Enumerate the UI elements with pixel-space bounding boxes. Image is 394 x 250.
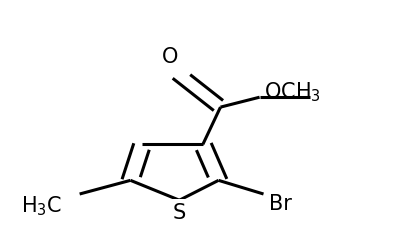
Text: H$_3$C: H$_3$C [21, 194, 62, 217]
Text: Br: Br [269, 193, 292, 213]
Text: O: O [162, 47, 178, 67]
Text: OCH$_3$: OCH$_3$ [264, 80, 320, 104]
Text: S: S [173, 202, 186, 222]
